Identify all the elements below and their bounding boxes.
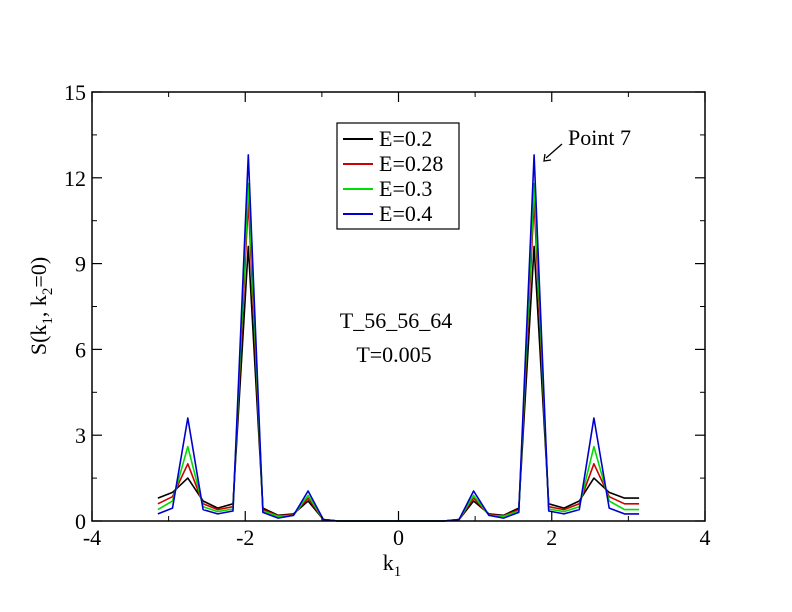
y-tick-label: 6 — [75, 337, 86, 362]
legend-box — [336, 122, 460, 230]
x-axis-label: k1 — [383, 550, 402, 580]
y-tick-label: 9 — [75, 252, 86, 277]
series-line-1 — [157, 245, 640, 522]
legend-label-4: E=0.4 — [379, 201, 432, 226]
y-ticks: 0 3 6 9 12 15 — [64, 80, 705, 534]
y-axis-label: S(k1, k2=0) — [26, 257, 56, 355]
run-label: T_56_56_64 — [340, 308, 452, 333]
y-tick-label: 0 — [75, 509, 86, 534]
y-tick-label: 3 — [75, 423, 86, 448]
legend-label-3: E=0.3 — [379, 176, 432, 201]
legend-label-2: E=0.28 — [379, 151, 443, 176]
x-tick-label: 0 — [393, 525, 404, 550]
x-ticks: -4 -2 0 2 4 — [83, 92, 711, 550]
y-tick-label: 12 — [64, 166, 86, 191]
legend: E=0.2E=0.28E=0.3E=0.4 — [336, 122, 460, 230]
legend-label-1: E=0.2 — [379, 126, 432, 151]
x-tick-label: 4 — [700, 525, 711, 550]
annotation-arrow-shaft — [545, 143, 563, 159]
annotation-arrow-head — [543, 153, 552, 162]
x-tick-label: -4 — [83, 525, 101, 550]
temperature-label: T=0.005 — [356, 342, 431, 367]
point-annotation: Point 7 — [568, 125, 631, 150]
y-tick-label: 15 — [64, 80, 86, 105]
x-tick-label: 2 — [546, 525, 557, 550]
x-tick-label: -2 — [236, 525, 254, 550]
